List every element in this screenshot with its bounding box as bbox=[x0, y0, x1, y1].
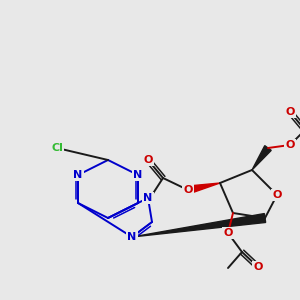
Text: O: O bbox=[143, 155, 153, 165]
Text: O: O bbox=[272, 190, 282, 200]
Polygon shape bbox=[132, 214, 266, 237]
Polygon shape bbox=[252, 146, 271, 170]
Text: N: N bbox=[134, 170, 142, 180]
Polygon shape bbox=[187, 183, 220, 194]
Text: N: N bbox=[128, 232, 136, 242]
Text: N: N bbox=[143, 193, 153, 203]
Text: O: O bbox=[285, 140, 295, 150]
Text: O: O bbox=[253, 262, 263, 272]
Text: Cl: Cl bbox=[51, 143, 63, 153]
Text: O: O bbox=[223, 228, 233, 238]
Text: O: O bbox=[183, 185, 193, 195]
Text: N: N bbox=[74, 170, 82, 180]
Text: O: O bbox=[285, 107, 295, 117]
